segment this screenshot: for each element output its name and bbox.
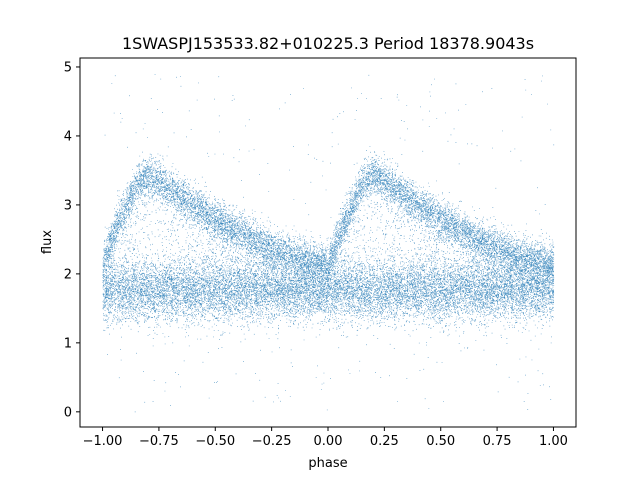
x-tick-label: −1.00 [83,434,123,449]
x-tick-label: −0.50 [195,434,235,449]
chart-title: 1SWASPJ153533.82+010225.3 Period 18378.9… [122,34,534,53]
x-tick-label: −0.75 [139,434,179,449]
y-tick-label: 1 [64,336,72,351]
y-axis: 0 1 2 3 4 5 [64,60,80,420]
x-axis: −1.00 −0.75 −0.50 −0.25 0.00 0.25 0.50 0.75 1.00 [83,427,568,449]
x-tick-label: 0.25 [370,434,399,449]
x-tick-label: 0.50 [426,434,455,449]
x-tick-label: 0.75 [483,434,512,449]
y-tick-label: 0 [64,405,72,420]
plot-area [79,57,577,428]
x-tick-label: 0.00 [314,434,343,449]
x-axis-label: phase [308,456,347,471]
x-tick-label: −0.25 [252,434,292,449]
y-axis-label: flux [40,230,55,254]
y-tick-label: 4 [64,129,72,144]
y-tick-label: 2 [64,267,72,282]
x-tick-label: 1.00 [539,434,568,449]
y-tick-label: 3 [64,198,72,213]
y-tick-label: 5 [64,60,72,75]
